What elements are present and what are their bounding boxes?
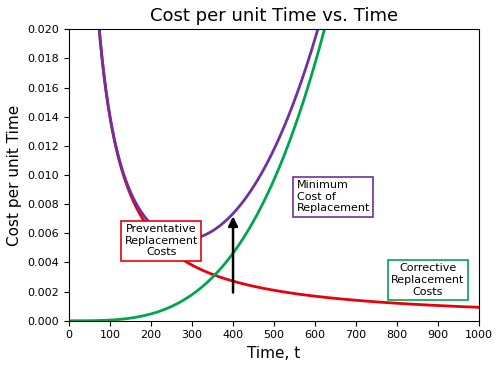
Text: Minimum
Cost of
Replacement: Minimum Cost of Replacement	[296, 180, 370, 213]
Y-axis label: Cost per unit Time: Cost per unit Time	[7, 105, 22, 246]
Text: Corrective
Replacement
Costs: Corrective Replacement Costs	[391, 263, 464, 297]
Title: Cost per unit Time vs. Time: Cost per unit Time vs. Time	[150, 7, 398, 25]
X-axis label: Time, t: Time, t	[248, 346, 300, 361]
Text: Preventative
Replacement
Costs: Preventative Replacement Costs	[124, 224, 198, 257]
